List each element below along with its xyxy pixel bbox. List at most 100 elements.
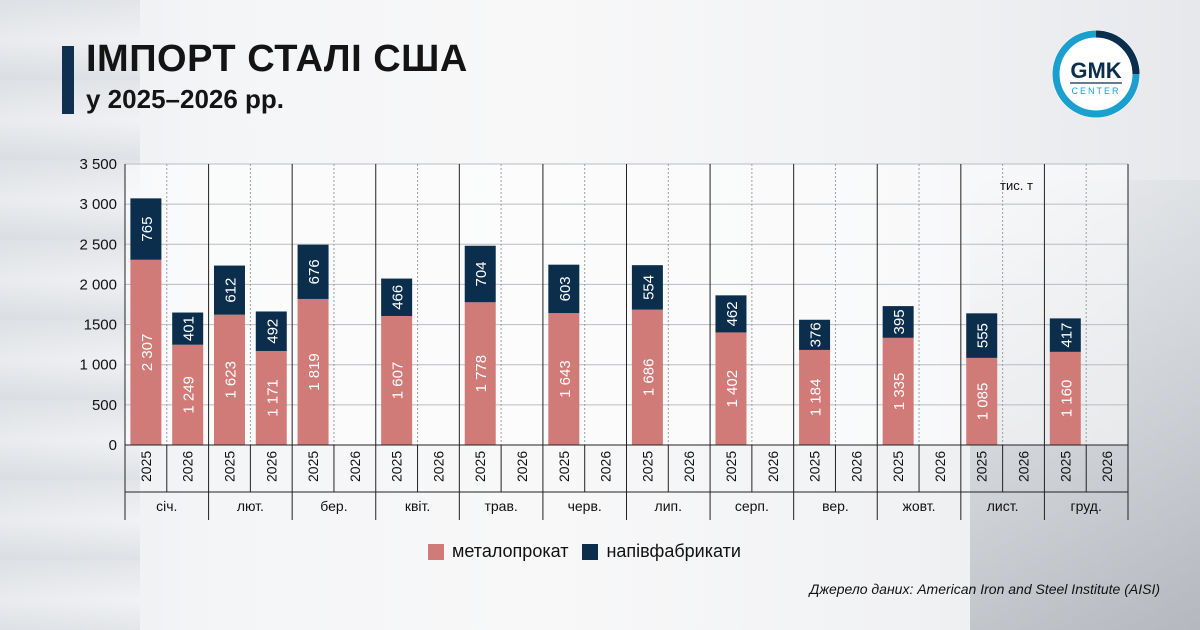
bar-semi — [1049, 318, 1081, 352]
x-tick-month-label: вер. — [822, 498, 849, 514]
y-tick-label: 3 000 — [79, 196, 117, 213]
data-label-rolled: 1 171 — [264, 379, 281, 417]
data-label-rolled: 1 643 — [557, 360, 574, 398]
bar-rolled — [1049, 351, 1081, 445]
legend-item-rolled: металопрокат — [428, 541, 568, 562]
data-label-rolled: 2 307 — [139, 334, 156, 372]
logo-text-bottom: CENTER — [1071, 86, 1120, 96]
x-tick-year-label: 2025 — [472, 451, 488, 482]
x-tick-year-label: 2026 — [180, 451, 196, 482]
x-tick-month-label: черв. — [568, 498, 602, 514]
x-tick-year-label: 2025 — [890, 451, 906, 482]
data-label-semi: 704 — [473, 261, 490, 286]
x-tick-month-label: лип. — [655, 498, 682, 514]
bar-semi — [715, 295, 747, 333]
data-label-semi: 376 — [808, 322, 825, 347]
bar-rolled — [464, 302, 496, 445]
data-label-semi: 554 — [640, 275, 657, 300]
grid-layer — [124, 163, 1129, 520]
x-tick-year-label: 2025 — [974, 451, 990, 482]
bar-semi — [966, 313, 998, 358]
data-label-semi: 555 — [975, 323, 992, 348]
chart-subtitle: у 2025–2026 рр. — [86, 84, 285, 114]
data-label-semi: 765 — [139, 217, 156, 242]
bar-rolled — [172, 344, 204, 445]
bar-rolled — [255, 350, 287, 445]
legend-label-rolled: металопрокат — [452, 541, 569, 561]
data-label-rolled: 1 819 — [306, 353, 323, 391]
data-label-rolled: 1 335 — [891, 373, 908, 411]
bar-rolled — [966, 357, 998, 445]
x-tick-year-label: 2026 — [765, 451, 781, 482]
data-label-rolled: 1 402 — [724, 370, 741, 408]
data-label-semi: 466 — [390, 285, 407, 310]
x-tick-year-label: 2025 — [305, 451, 321, 482]
unit-label: тис. т — [1000, 178, 1033, 193]
axis-layer: 0 500 1 000 1500 2 000 2 500 3 000 3 500 2025 202… — [79, 156, 1128, 514]
y-tick-label: 0 — [109, 437, 117, 454]
x-tick-year-label: 2026 — [1099, 451, 1115, 482]
bar-rolled — [130, 259, 162, 445]
x-tick-year-label: 2025 — [723, 451, 739, 482]
legend-label-semi: напівфабрикати — [606, 541, 741, 561]
x-tick-year-label: 2025 — [138, 451, 154, 482]
logo-ring-accent — [1095, 30, 1140, 75]
data-label-semi: 612 — [222, 278, 239, 303]
x-tick-year-label: 2025 — [1057, 451, 1073, 482]
x-tick-year-label: 2025 — [639, 451, 655, 482]
bar-semi — [213, 265, 245, 315]
bar-rolled — [882, 337, 914, 445]
x-tick-month-label: серп. — [735, 498, 769, 514]
x-tick-month-label: лют. — [237, 498, 264, 514]
chart-title: ІМПОРТ СТАЛІ США — [86, 38, 468, 80]
bars-layer: 2 307 765 1 249 401 1 623 612 1 171 492 1 819 676… — [130, 198, 1081, 445]
bar-semi — [548, 264, 580, 314]
data-label-rolled: 1 686 — [640, 359, 657, 397]
logo-background — [1052, 30, 1140, 118]
bar-semi — [172, 312, 204, 345]
bar-rolled — [631, 309, 663, 445]
legend-swatch-rolled — [428, 543, 444, 560]
data-label-rolled: 1 778 — [473, 355, 490, 393]
bar-rolled — [548, 313, 580, 445]
x-tick-month-label: груд. — [1071, 498, 1102, 514]
x-tick-month-label: бер. — [320, 498, 347, 514]
x-tick-year-label: 2025 — [807, 451, 823, 482]
bar-semi — [255, 311, 287, 351]
data-label-semi: 395 — [891, 309, 908, 334]
x-tick-year-label: 2025 — [389, 451, 405, 482]
data-label-rolled: 1 184 — [808, 379, 825, 417]
x-tick-year-label: 2026 — [430, 451, 446, 482]
bar-rolled — [381, 315, 413, 445]
bar-semi — [297, 244, 329, 299]
x-tick-year-label: 2026 — [1016, 451, 1032, 482]
bar-semi — [631, 265, 663, 310]
data-label-semi: 676 — [306, 259, 323, 284]
bar-semi — [882, 306, 914, 338]
x-tick-month-label: квіт. — [405, 498, 430, 514]
legend-item-semi: напівфабрикати — [582, 541, 741, 562]
bar-semi — [130, 198, 162, 260]
x-tick-month-label: січ. — [156, 498, 177, 514]
x-tick-year-label: 2026 — [932, 451, 948, 482]
bar-semi — [799, 319, 831, 350]
title-accent-bar — [62, 46, 74, 114]
data-label-semi: 492 — [264, 319, 281, 344]
bar-rolled — [799, 349, 831, 445]
data-label-rolled: 1 249 — [181, 376, 198, 414]
x-tick-year-label: 2026 — [263, 451, 279, 482]
y-tick-label: 1500 — [84, 317, 117, 334]
data-label-rolled: 1 607 — [390, 362, 407, 400]
y-tick-label: 3 500 — [79, 156, 117, 173]
y-tick-label: 500 — [92, 397, 117, 414]
chart-legend: металопрокат напівфабрикати — [428, 541, 741, 562]
y-tick-label: 1 000 — [79, 357, 117, 374]
bar-semi — [464, 245, 496, 303]
bar-rolled — [297, 298, 329, 445]
x-tick-year-label: 2026 — [848, 451, 864, 482]
x-tick-month-label: лист. — [987, 498, 1019, 514]
data-label-semi: 417 — [1058, 323, 1075, 348]
gmk-center-logo: GMK CENTER — [1052, 30, 1140, 118]
logo-text-top: GMK — [1070, 58, 1121, 83]
